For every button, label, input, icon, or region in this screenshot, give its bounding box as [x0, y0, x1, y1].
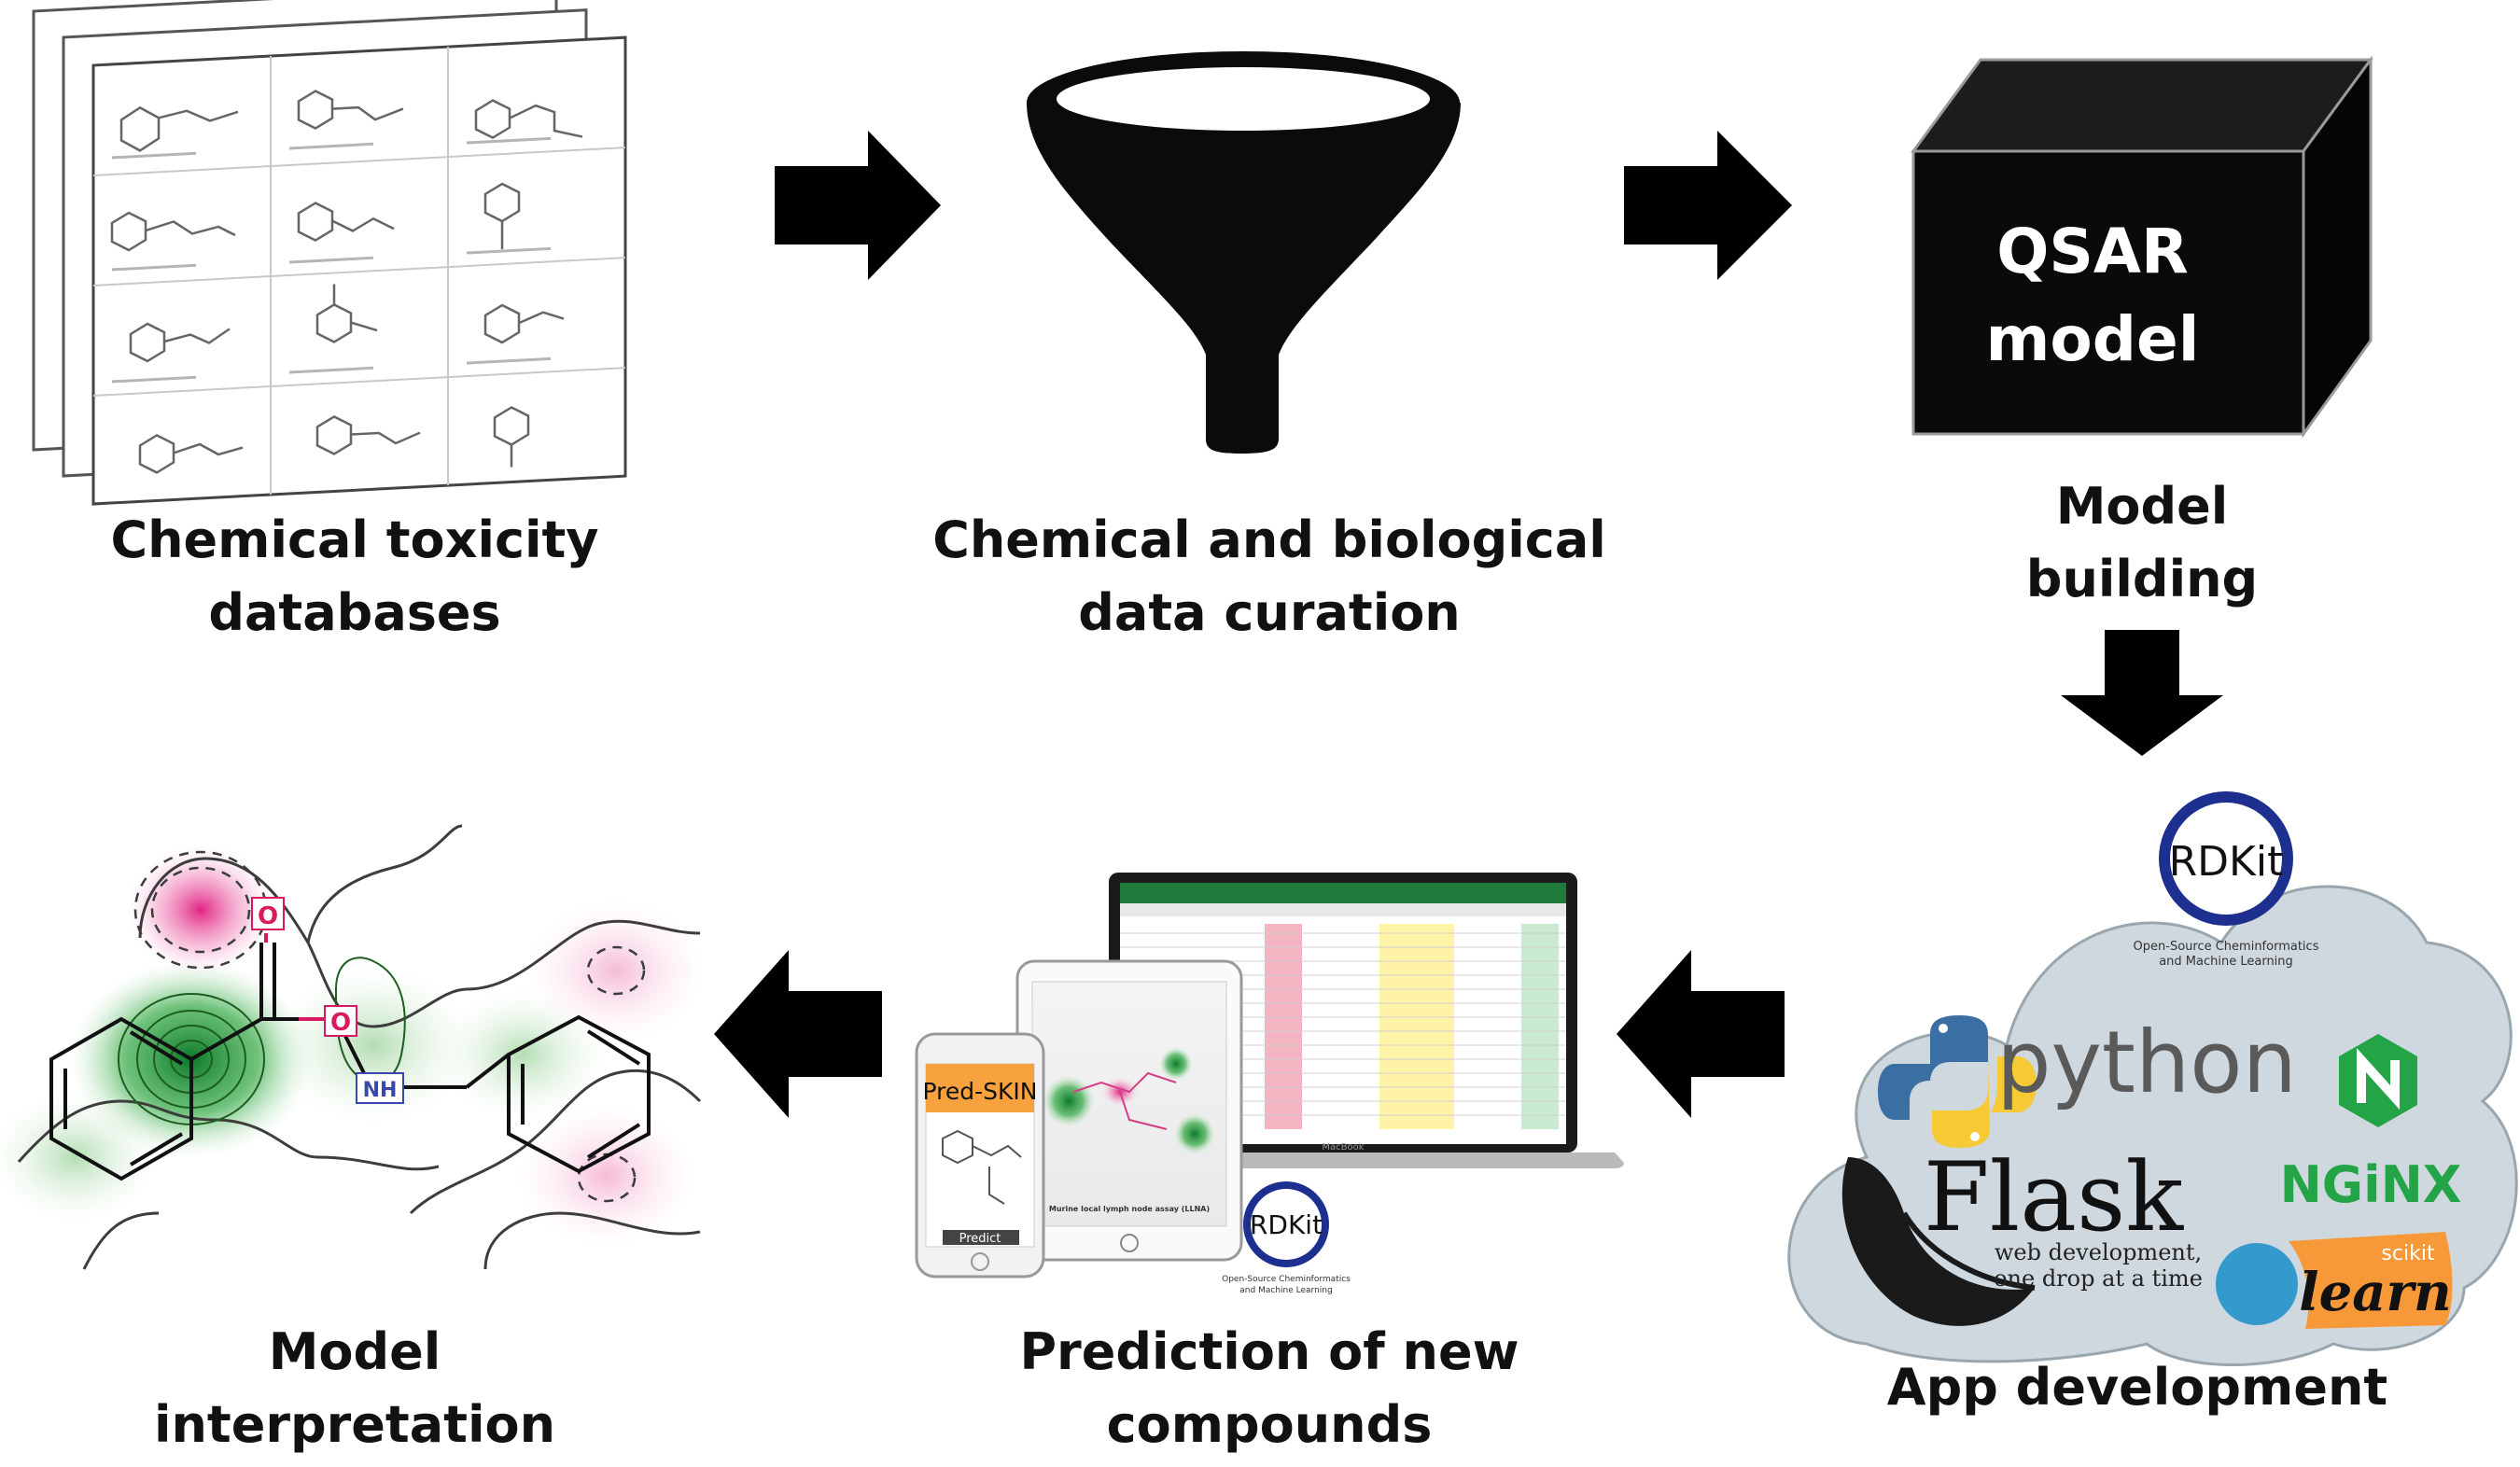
- svg-text:O: O: [330, 1009, 351, 1037]
- devices-mockup: MacBook Murine local lymph node assay (L…: [915, 873, 1624, 1295]
- contour-lines: [17, 824, 702, 1270]
- svg-text:and Machine Learning: and Machine Learning: [1239, 1286, 1332, 1295]
- flask-tagline: one drop at a time: [1994, 1265, 2203, 1292]
- python-wordmark: python: [1996, 1013, 2297, 1112]
- step-label-interpretation: Model interpretation: [153, 1322, 556, 1454]
- funnel-icon: [1027, 51, 1461, 454]
- svg-text:Open-Source Cheminformatics: Open-Source Cheminformatics: [1222, 1275, 1351, 1284]
- svg-text:RDKit: RDKit: [2169, 838, 2284, 886]
- scikit-learn-logo: scikit learn: [2216, 1232, 2453, 1329]
- atom-amine: NH: [356, 1072, 404, 1104]
- arrow-right-icon: [775, 131, 941, 280]
- qsar-label: QSAR: [1996, 216, 2189, 287]
- tech-cloud: RDKit Open-Source Cheminformatics and Ma…: [1787, 791, 2518, 1366]
- svg-text:and Machine Learning: and Machine Learning: [2159, 955, 2293, 969]
- phone: Pred-SKIN Predict: [915, 1032, 1045, 1278]
- svg-text:Open-Source Cheminformatics: Open-Source Cheminformatics: [2134, 940, 2319, 954]
- database-sheets: [32, 0, 627, 506]
- svg-text:O: O: [258, 902, 278, 930]
- molecule-similarity-map: O O NH: [0, 824, 705, 1274]
- polar-bonds: [264, 933, 327, 1021]
- step-label-app: App development: [1886, 1358, 2388, 1417]
- flask-horn-icon: [1841, 1157, 2036, 1326]
- tablet-caption: Murine local lymph node assay (LLNA): [1049, 1205, 1210, 1213]
- step-label-building: Model building: [2025, 477, 2259, 608]
- atom-oxygen-ester: O: [324, 1005, 357, 1037]
- tablet: Murine local lymph node assay (LLNA): [1015, 959, 1243, 1262]
- svg-text:scikit: scikit: [2381, 1242, 2435, 1265]
- model-label: model: [1986, 303, 2200, 375]
- phone-predict-button: Predict: [959, 1232, 1001, 1246]
- sheet-front: [91, 35, 627, 506]
- arrow-left-icon: [1617, 950, 1785, 1118]
- step-label-databases: Chemical toxicity databases: [110, 510, 599, 642]
- svg-text:RDKit: RDKit: [1250, 1209, 1323, 1240]
- svg-text:NH: NH: [363, 1079, 398, 1102]
- phone-app-title: Pred-SKIN: [923, 1078, 1038, 1105]
- nginx-wordmark: NGiNX: [2280, 1155, 2462, 1214]
- arrow-down-icon: [2061, 630, 2223, 756]
- rdkit-logo-small: RDKit Open-Source Cheminformatics and Ma…: [1222, 1181, 1351, 1295]
- qsar-cube: QSAR model: [1911, 55, 2373, 439]
- nginx-logo-icon: [2339, 1034, 2417, 1127]
- rdkit-logo: RDKit Open-Source Cheminformatics and Ma…: [2134, 791, 2319, 969]
- molecule-bonds: [49, 943, 651, 1181]
- step-label-curation: Chemical and biological data curation: [932, 510, 1606, 642]
- flask-tagline: web development,: [1995, 1239, 2202, 1265]
- tablet-molecule-map: [1043, 1047, 1215, 1154]
- svg-text:learn: learn: [2299, 1262, 2451, 1323]
- molecule-sketches: [110, 90, 583, 474]
- python-logo-icon: [1878, 1015, 2037, 1148]
- laptop-brand: MacBook: [1322, 1142, 1364, 1153]
- step-label-prediction: Prediction of new compounds: [1019, 1322, 1519, 1454]
- arrow-left-icon: [714, 950, 882, 1118]
- atom-oxygen-carbonyl: O: [251, 897, 285, 930]
- flask-wordmark: Flask: [1924, 1142, 2185, 1253]
- arrow-right-icon: [1624, 131, 1792, 280]
- record-text-lines: [112, 136, 551, 384]
